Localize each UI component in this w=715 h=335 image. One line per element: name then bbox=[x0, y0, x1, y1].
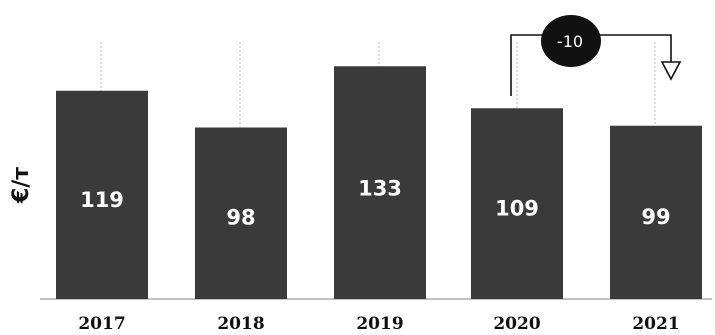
category-label-2018: 2018 bbox=[217, 314, 264, 334]
bars bbox=[56, 66, 702, 299]
bar-2017 bbox=[56, 90, 148, 299]
bar-2019 bbox=[334, 66, 426, 299]
annotation-connector bbox=[510, 34, 672, 96]
annotation-text: -10 bbox=[557, 32, 583, 51]
change-annotation: -10 bbox=[510, 15, 682, 96]
bar-2021 bbox=[610, 125, 702, 299]
category-label-2020: 2020 bbox=[493, 314, 540, 334]
y-axis-label: €/т bbox=[9, 167, 34, 204]
value-label-2017: 119 bbox=[80, 188, 124, 212]
value-label-2019: 133 bbox=[358, 176, 402, 200]
value-label-2018: 98 bbox=[226, 206, 255, 230]
category-labels: 2017 2018 2019 2020 2021 bbox=[78, 314, 679, 334]
value-label-2021: 99 bbox=[641, 205, 670, 229]
arrow-down-icon bbox=[660, 61, 682, 81]
category-label-2021: 2021 bbox=[632, 314, 679, 334]
bar-2018 bbox=[195, 127, 287, 299]
category-label-2019: 2019 bbox=[356, 314, 403, 334]
value-labels: 119 98 133 109 99 bbox=[80, 176, 671, 229]
category-label-2017: 2017 bbox=[78, 314, 125, 334]
value-label-2020: 109 bbox=[495, 196, 539, 220]
bar-2020 bbox=[471, 108, 563, 299]
annotation-badge bbox=[541, 15, 601, 67]
